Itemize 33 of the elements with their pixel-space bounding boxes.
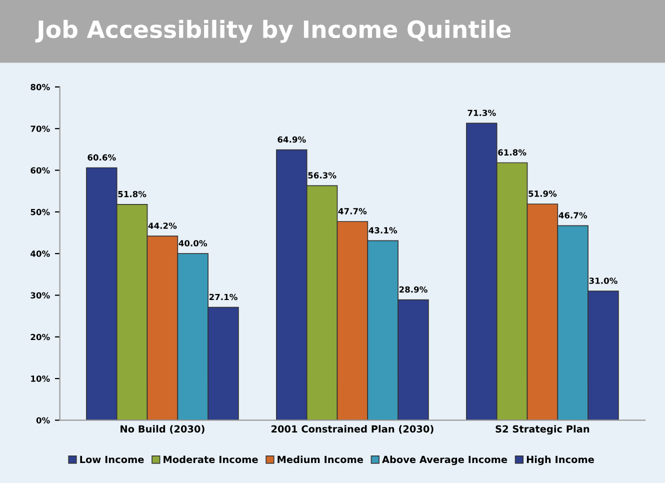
legend-label: Low Income bbox=[80, 456, 144, 464]
y-tick-label: 30% bbox=[30, 292, 50, 299]
y-tick-label: 50% bbox=[30, 208, 50, 216]
data-label: 47.7% bbox=[338, 208, 367, 214]
data-label: 64.9% bbox=[278, 136, 306, 143]
data-label: 71.3% bbox=[468, 110, 496, 116]
chart-title: Job Accessibility by Income Quintile bbox=[35, 20, 511, 43]
data-label: 61.8% bbox=[498, 149, 526, 156]
x-tick-label: 2001 Constrained Plan (2030) bbox=[272, 425, 434, 434]
data-label: 40.0% bbox=[178, 240, 208, 246]
data-label: 60.6% bbox=[88, 154, 116, 161]
data-label: 46.7% bbox=[558, 212, 588, 218]
data-label: 28.9% bbox=[399, 286, 428, 293]
data-label: 31.0% bbox=[589, 278, 618, 284]
x-tick-label: S2 Strategic Plan bbox=[496, 425, 590, 435]
legend-label: Moderate Income bbox=[164, 456, 258, 464]
x-tick-label: No Build (2030) bbox=[120, 425, 204, 434]
data-label: 44.2% bbox=[148, 222, 177, 229]
data-label: 43.1% bbox=[368, 227, 398, 234]
y-tick-label: 0% bbox=[36, 417, 50, 424]
legend-label: High Income bbox=[526, 456, 594, 466]
data-label: 51.8% bbox=[118, 190, 146, 198]
y-tick-label: 20% bbox=[30, 334, 50, 340]
y-tick-label: 70% bbox=[30, 126, 50, 132]
y-tick-label: 40% bbox=[30, 250, 50, 257]
data-label: 51.9% bbox=[528, 190, 557, 197]
legend-label: Above Average Income bbox=[382, 456, 508, 466]
data-label: 56.3% bbox=[308, 172, 336, 178]
y-tick-label: 10% bbox=[31, 376, 50, 382]
y-tick-label: 80% bbox=[30, 84, 50, 90]
y-tick-label: 60% bbox=[30, 167, 50, 174]
legend-label: Medium Income bbox=[278, 456, 364, 464]
data-label: 27.1% bbox=[209, 294, 238, 300]
